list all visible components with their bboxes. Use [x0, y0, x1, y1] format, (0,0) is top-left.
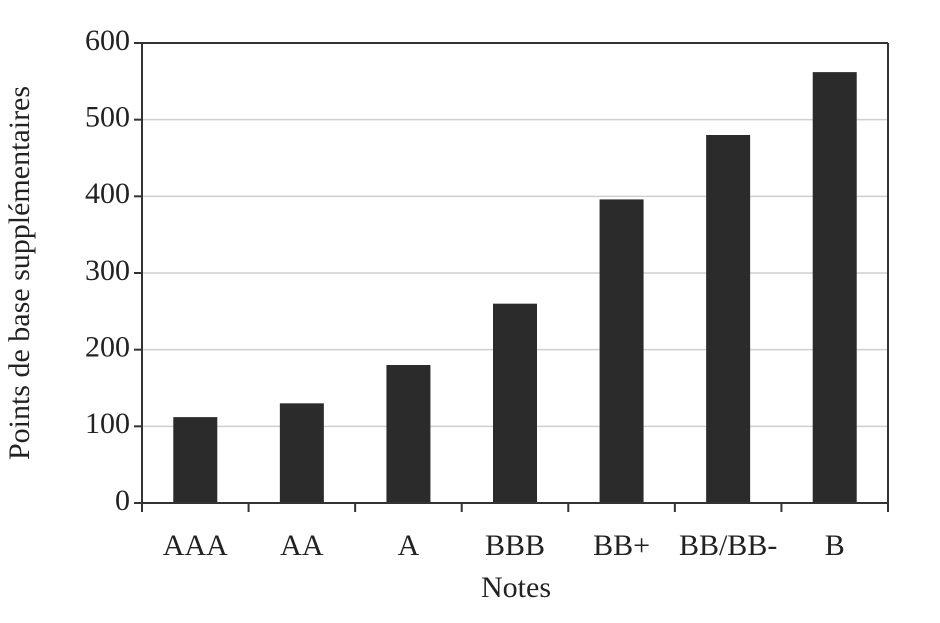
bar — [812, 72, 857, 503]
x-tick-label: AAA — [163, 529, 228, 562]
x-tick-label: AA — [280, 529, 324, 562]
x-tick-label: B — [825, 529, 845, 562]
y-tick-label: 300 — [85, 254, 130, 287]
x-tick-label: BBB — [485, 529, 545, 562]
y-tick-label: 100 — [85, 407, 130, 440]
bar — [173, 417, 218, 503]
y-axis-label: Points de base supplémentaires — [3, 86, 36, 460]
bar — [706, 135, 751, 503]
y-tick-label: 600 — [85, 24, 130, 57]
y-tick-label: 200 — [85, 331, 130, 364]
bar — [493, 303, 537, 503]
y-tick-label: 500 — [85, 101, 130, 134]
x-tick-label: A — [398, 529, 420, 562]
y-tick-label: 400 — [85, 177, 130, 210]
x-axis-label: Notes — [481, 571, 551, 604]
x-tick-label: BB+ — [593, 529, 650, 562]
x-tick-label: BB/BB- — [679, 529, 777, 562]
bar — [599, 199, 644, 503]
bar — [279, 403, 324, 503]
y-tick-label: 0 — [115, 484, 130, 517]
bar — [386, 365, 431, 503]
